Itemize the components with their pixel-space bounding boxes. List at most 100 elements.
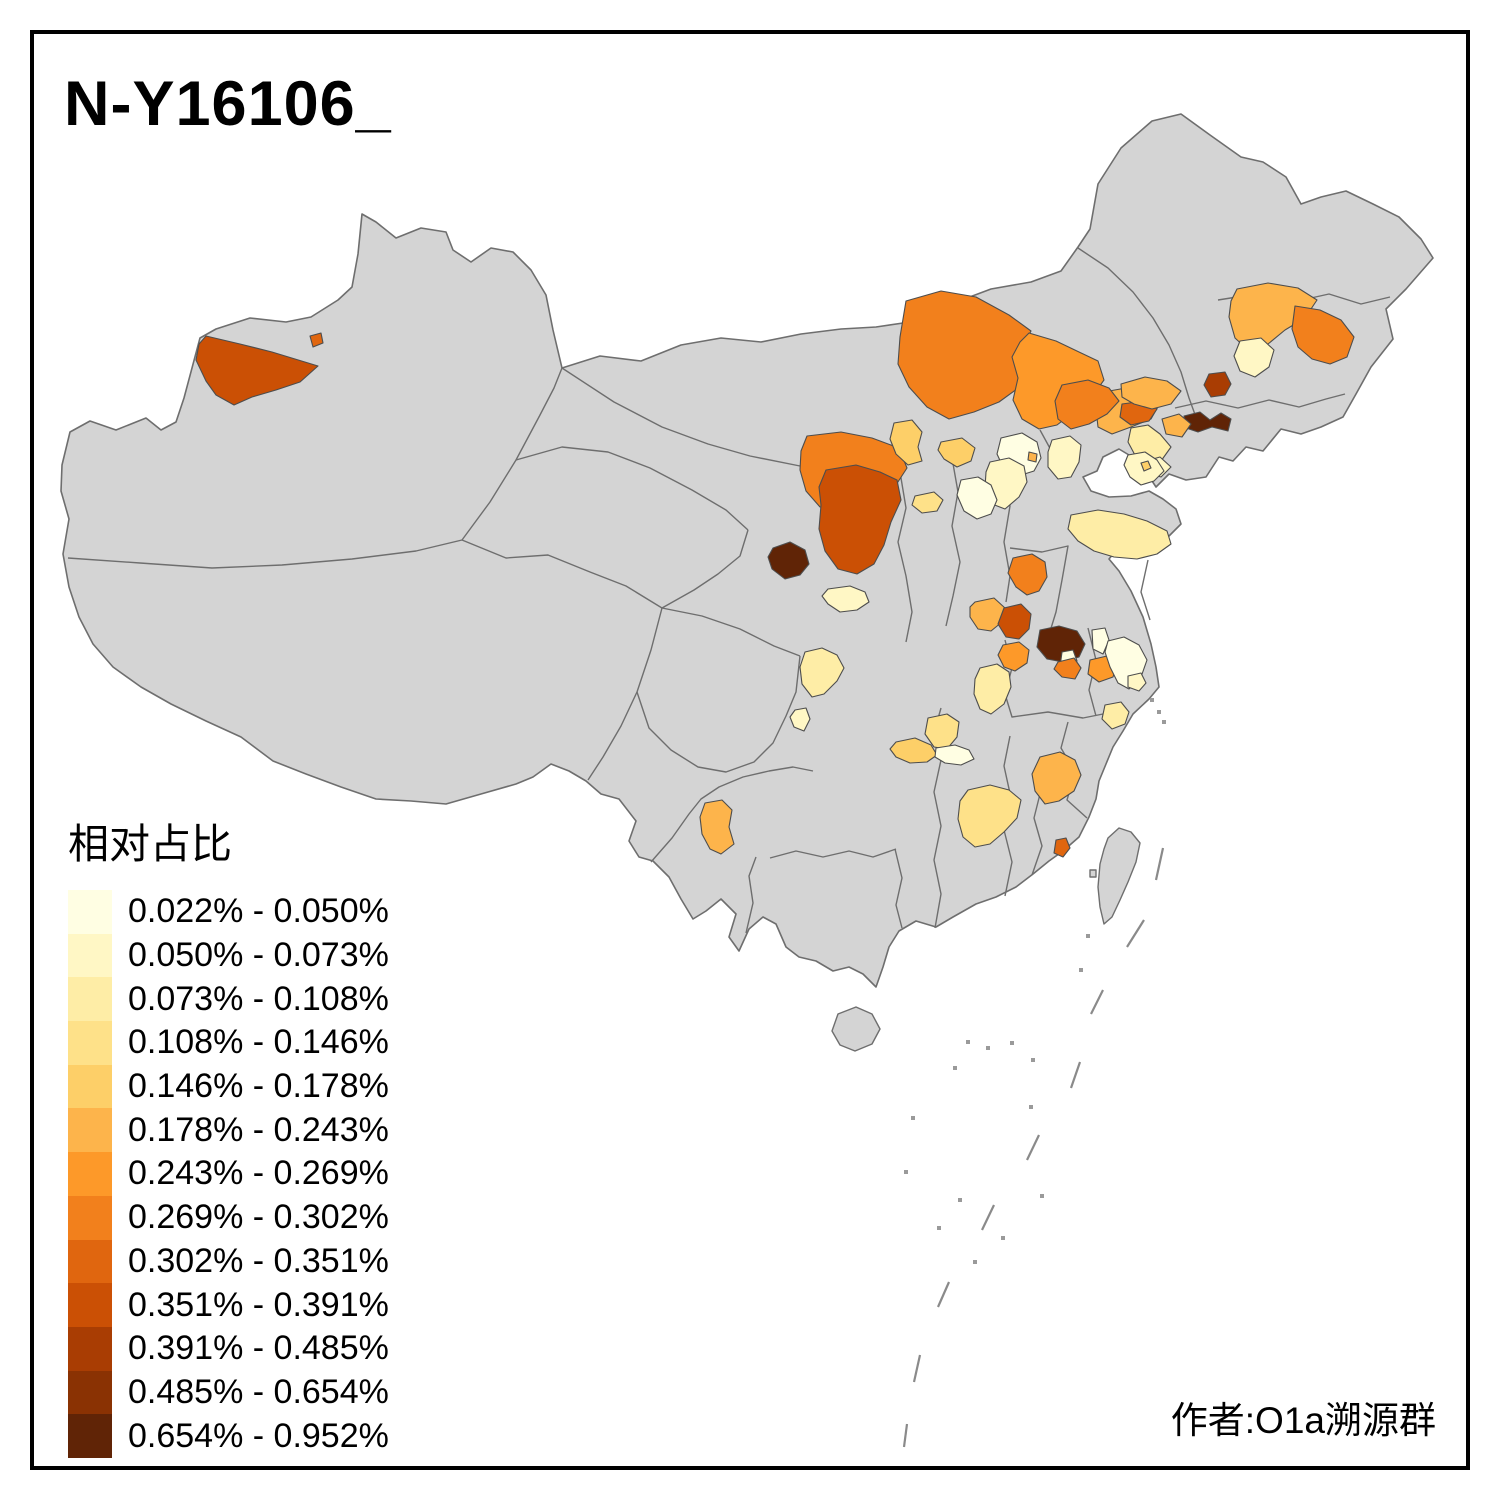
island-speck xyxy=(904,1170,908,1174)
legend-row: 0.073% - 0.108% xyxy=(68,977,389,1022)
attribution-text: 作者:O1a溯源群 xyxy=(1170,1400,1436,1441)
map-region xyxy=(1291,305,1355,365)
map-region xyxy=(818,464,902,575)
dash-line-segment xyxy=(902,1423,909,1448)
legend-swatch xyxy=(68,1064,112,1109)
island-speck xyxy=(1162,720,1166,724)
legend-swatch xyxy=(68,1239,112,1284)
province-border xyxy=(1077,247,1198,421)
legend-swatch xyxy=(68,977,112,1022)
mainland-outline xyxy=(60,113,1434,988)
hainan-island xyxy=(831,1006,881,1052)
map-region xyxy=(1228,282,1318,351)
dash-line-segment xyxy=(912,1354,922,1383)
province-border xyxy=(1009,545,1069,639)
map-region xyxy=(1183,411,1232,433)
island-speck xyxy=(1150,698,1154,702)
island-speck xyxy=(1031,1058,1035,1062)
legend-swatch xyxy=(68,1021,112,1065)
province-border xyxy=(650,766,814,863)
island-speck xyxy=(1029,1105,1033,1109)
plot-frame xyxy=(30,30,1470,1470)
legend-swatch xyxy=(68,890,112,934)
map-region xyxy=(1053,657,1082,680)
province-border xyxy=(461,367,563,541)
province-border xyxy=(587,607,663,781)
dash-line-segment xyxy=(981,1204,995,1231)
map-region xyxy=(957,784,1022,848)
dash-line-segment xyxy=(1090,989,1104,1015)
legend-swatch xyxy=(68,1152,112,1196)
dash-line-segment xyxy=(1069,1061,1082,1089)
legend-swatch xyxy=(68,1108,112,1153)
map-region xyxy=(997,641,1030,672)
map-region xyxy=(767,541,810,580)
island-speck xyxy=(911,1116,915,1120)
legend-label: 0.243% - 0.269% xyxy=(128,1154,389,1193)
legend-label: 0.108% - 0.146% xyxy=(128,1023,389,1062)
legend-rows: 0.022% - 0.050% 0.050% - 0.073% 0.073% - 0… xyxy=(68,890,389,1458)
map-region xyxy=(997,603,1032,640)
island-speck xyxy=(1001,1236,1005,1240)
province-border xyxy=(745,856,757,934)
map-region xyxy=(821,585,870,613)
legend-swatch xyxy=(68,1283,112,1327)
map-region xyxy=(1233,337,1275,378)
map-region xyxy=(789,707,811,732)
map-region xyxy=(309,332,324,348)
legend-row: 0.485% - 0.654% xyxy=(68,1370,389,1415)
map-region xyxy=(1053,837,1071,858)
map-region xyxy=(1047,435,1082,480)
map-region xyxy=(699,799,735,855)
legend-label: 0.050% - 0.073% xyxy=(128,936,389,975)
map-region xyxy=(934,744,975,766)
map-region xyxy=(924,713,960,750)
map-region xyxy=(1127,672,1147,692)
taiwan-island xyxy=(1097,827,1141,925)
island-speck xyxy=(973,1260,977,1264)
island-speck xyxy=(1040,1194,1044,1198)
legend-row: 0.654% - 0.952% xyxy=(68,1414,389,1458)
legend-label: 0.073% - 0.108% xyxy=(128,979,389,1018)
map-region xyxy=(1027,451,1038,463)
province-border xyxy=(897,471,913,643)
map-region xyxy=(937,437,976,468)
legend-swatch xyxy=(68,1195,112,1240)
map-region xyxy=(1203,371,1232,398)
legend-swatch xyxy=(68,1326,112,1371)
map-region xyxy=(1007,553,1048,596)
province-border xyxy=(561,367,801,467)
province-border xyxy=(1140,559,1151,621)
legend-row: 0.391% - 0.485% xyxy=(68,1326,389,1371)
page-title: N-Y16106_ xyxy=(64,69,392,139)
province-border xyxy=(945,457,961,627)
legend-row: 0.243% - 0.269% xyxy=(68,1152,389,1196)
legend-label: 0.302% - 0.351% xyxy=(128,1241,389,1280)
island-speck xyxy=(1010,1041,1014,1045)
map-region xyxy=(1101,701,1130,730)
map-region xyxy=(1054,379,1120,430)
dash-line-segment xyxy=(1026,1134,1040,1161)
island-speck xyxy=(1157,710,1161,714)
legend-label: 0.654% - 0.952% xyxy=(128,1416,389,1455)
legend-swatch xyxy=(68,1370,112,1415)
province-border xyxy=(769,848,897,859)
province-border xyxy=(67,539,463,569)
map-region xyxy=(799,647,845,698)
legend-title: 相对占比 xyxy=(68,821,232,867)
legend: 相对占比 0.022% - 0.050% 0.050% - 0.073% 0.073… xyxy=(68,810,389,1458)
map-region xyxy=(1120,376,1182,410)
map-region xyxy=(1031,751,1082,805)
province-border xyxy=(515,446,749,531)
map-region xyxy=(956,476,998,520)
island-speck xyxy=(937,1226,941,1230)
province-border xyxy=(636,655,801,773)
legend-label: 0.269% - 0.302% xyxy=(128,1198,389,1237)
map-region xyxy=(969,597,1006,632)
map-region xyxy=(889,737,938,764)
penghu-island xyxy=(1089,869,1097,878)
legend-row: 0.022% - 0.050% xyxy=(68,890,389,934)
legend-label: 0.351% - 0.391% xyxy=(128,1285,389,1324)
